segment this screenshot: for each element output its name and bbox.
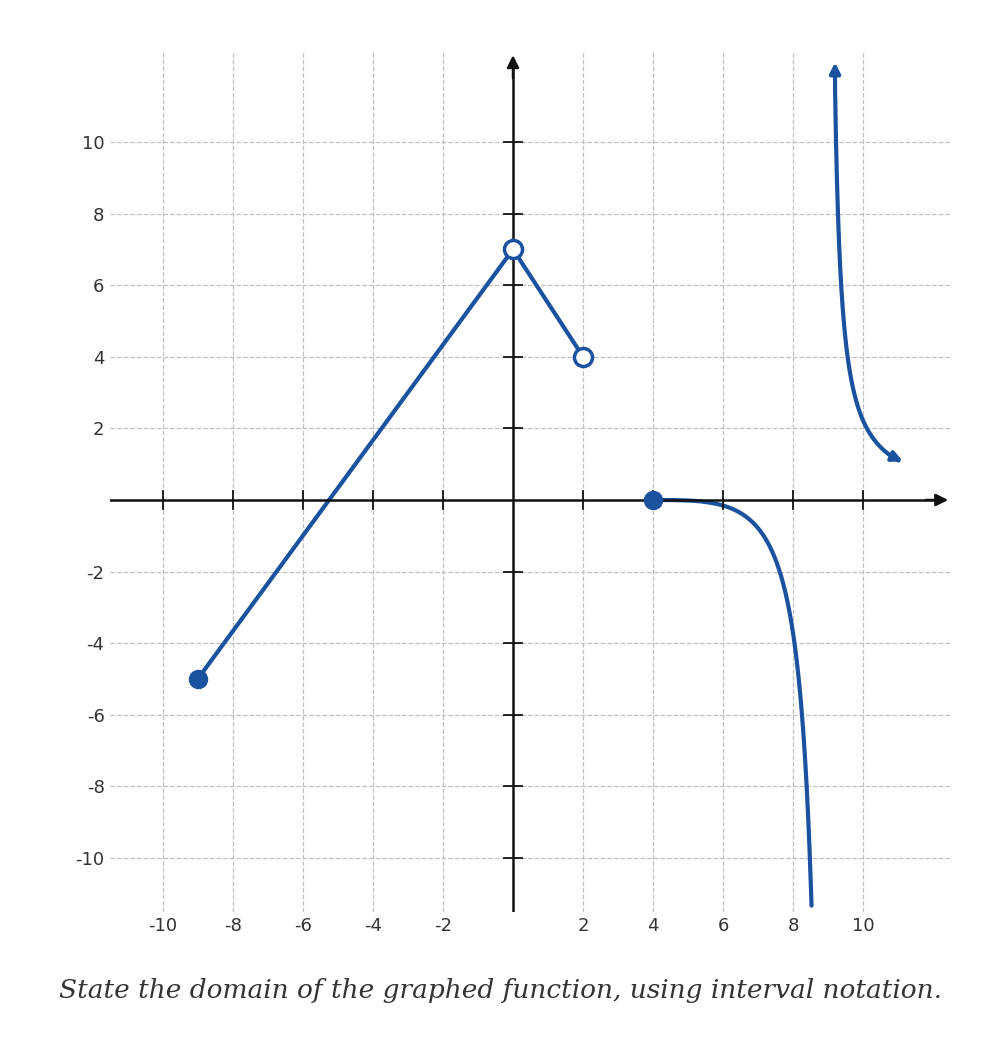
- Text: State the domain of the graphed function, using interval notation.: State the domain of the graphed function…: [59, 978, 942, 1003]
